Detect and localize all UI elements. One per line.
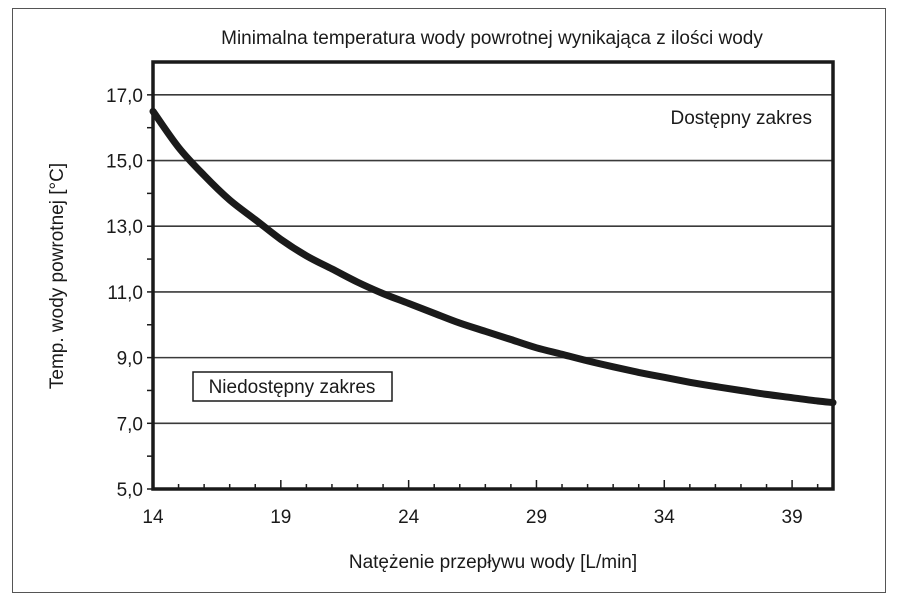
x-tick-label: 14	[142, 507, 164, 528]
y-tick-label: 17,0	[106, 86, 143, 107]
x-tick-label: 34	[654, 507, 676, 528]
y-tick-label: 7,0	[117, 414, 143, 435]
y-tick-label: 11,0	[107, 283, 143, 304]
y-tick-label: 15,0	[106, 152, 143, 173]
plot-area	[151, 60, 835, 491]
y-axis-label: Temp. wody powrotnej [°C]	[47, 163, 68, 389]
y-tick-label: 13,0	[106, 217, 143, 238]
series-curve	[149, 107, 837, 407]
unavailable-range-label: Niedostępny zakres	[209, 377, 376, 398]
x-axis-label: Natężenie przepływu wody [L/min]	[349, 552, 637, 573]
y-tick-label: 9,0	[117, 349, 143, 370]
x-tick-label: 39	[782, 507, 803, 528]
chart-frame	[12, 8, 886, 593]
grid-lines	[153, 94, 833, 425]
y-tick-labels: 5,0 7,0 9,0 11,0 13,0 15,0 17,0	[106, 86, 143, 501]
x-tick-label: 24	[398, 507, 420, 528]
chart-title: Minimalna temperatura wody powrotnej wyn…	[221, 28, 763, 49]
x-tick-label: 29	[526, 507, 547, 528]
x-tick-labels: 14 19 24 29 34 39	[142, 507, 802, 528]
unavailable-range-box	[192, 371, 393, 402]
available-range-label: Dostępny zakres	[670, 108, 812, 129]
x-tick-label: 19	[270, 507, 291, 528]
y-tick-label: 5,0	[117, 480, 143, 501]
